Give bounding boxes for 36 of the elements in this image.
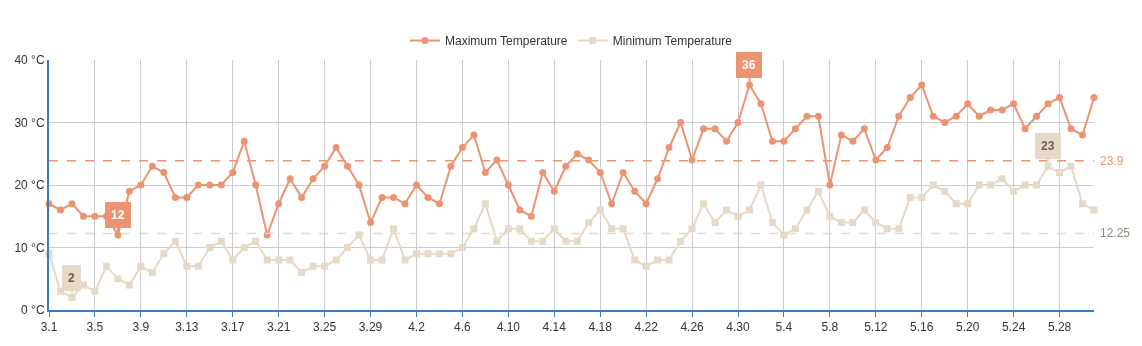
ref-line-label: 12.25 xyxy=(1100,226,1131,240)
x-tick-label: 5.16 xyxy=(910,320,934,335)
y-tick-label: 10 °C xyxy=(14,240,45,255)
x-tick-label: 4.10 xyxy=(496,320,521,335)
x-tick-label: 3.1 xyxy=(40,320,58,335)
x-tick-label: 4.6 xyxy=(454,320,472,335)
x-tick-label: 5.12 xyxy=(864,320,888,335)
x-tick-label: 5.24 xyxy=(1001,320,1026,335)
x-tick-label: 5.20 xyxy=(956,320,980,335)
x-tick-label: 4.26 xyxy=(680,320,705,335)
x-tick-label: 3.21 xyxy=(266,320,291,335)
y-tick-label: 40 °C xyxy=(14,53,45,68)
annotation: 2 xyxy=(68,271,75,285)
x-tick-label: 3.5 xyxy=(86,320,104,335)
x-tick-label: 4.14 xyxy=(542,320,567,335)
x-tick-label: 4.2 xyxy=(408,320,426,335)
annotation: 23 xyxy=(1041,139,1055,153)
x-tick-label: 3.17 xyxy=(221,320,245,335)
annotation: 12 xyxy=(111,208,125,222)
legend-label: Minimum Temperature xyxy=(612,34,733,49)
x-tick-label: 3.29 xyxy=(358,320,383,335)
y-tick-label: 0 °C xyxy=(21,303,45,318)
y-tick-label: 20 °C xyxy=(14,178,45,193)
x-tick-label: 5.28 xyxy=(1047,320,1072,335)
x-tick-label: 3.9 xyxy=(132,320,150,335)
x-tick-label: 3.13 xyxy=(175,320,199,335)
legend-label: Maximum Temperature xyxy=(445,34,568,49)
x-tick-label: 4.30 xyxy=(726,320,751,335)
x-tick-label: 4.18 xyxy=(588,320,613,335)
x-tick-label: 4.22 xyxy=(634,320,659,335)
x-tick-label: 3.25 xyxy=(312,320,337,335)
ref-line-label: 23.9 xyxy=(1100,154,1124,168)
x-tick-label: 5.8 xyxy=(821,320,839,335)
y-tick-label: 30 °C xyxy=(14,115,45,130)
annotation: 36 xyxy=(742,58,756,72)
x-tick-label: 5.4 xyxy=(775,320,793,335)
